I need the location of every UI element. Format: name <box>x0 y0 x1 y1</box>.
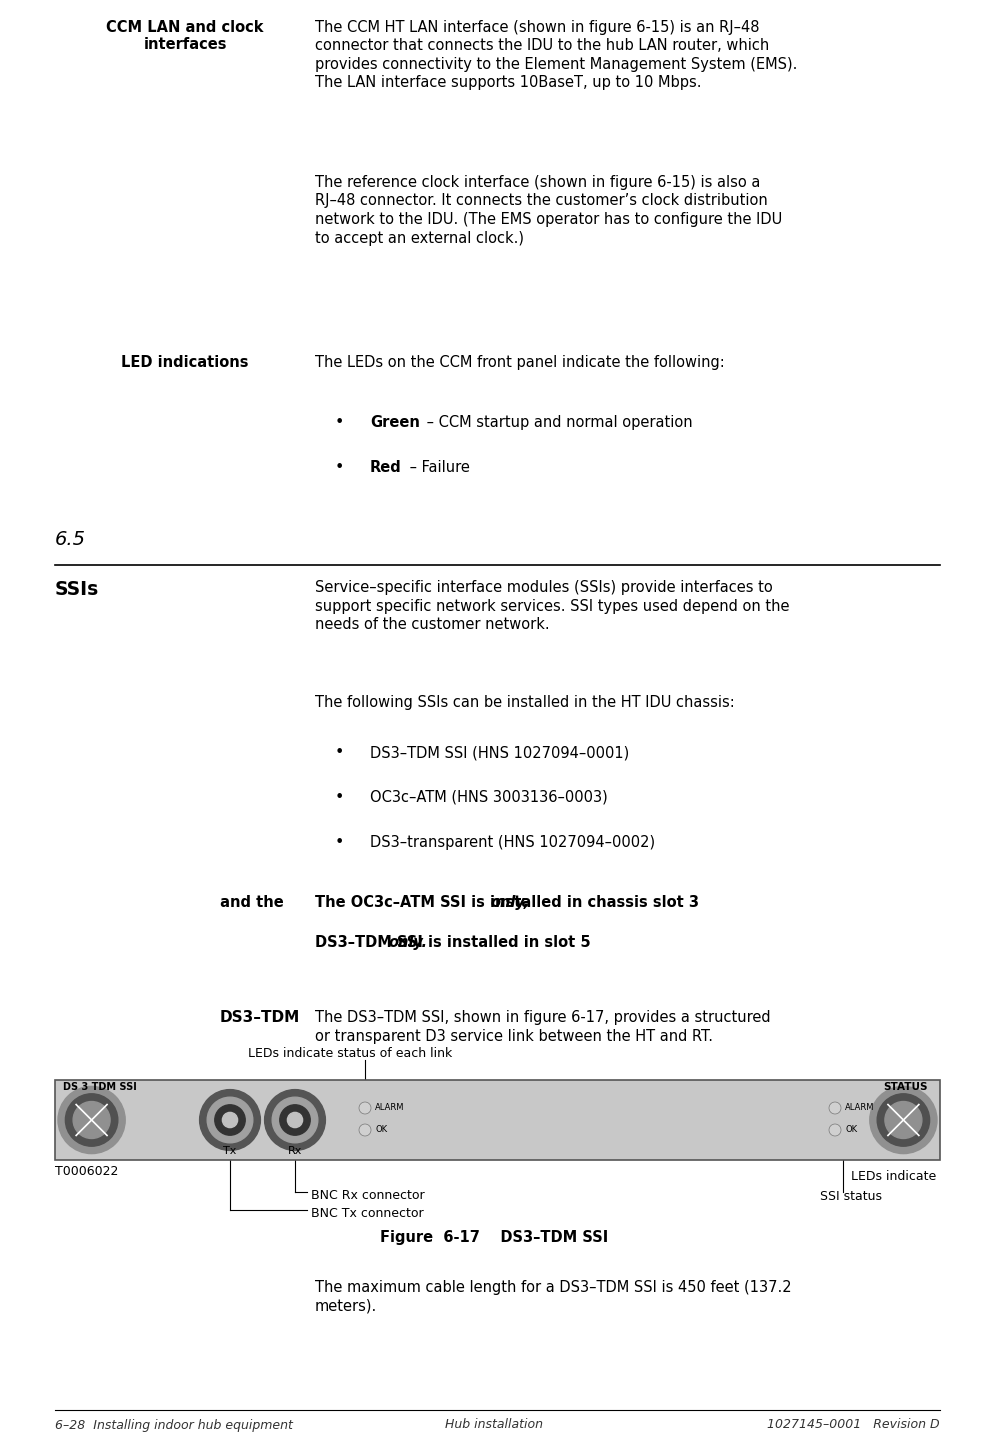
Text: Rx: Rx <box>288 1146 302 1156</box>
Text: •: • <box>335 460 345 475</box>
Text: CCM LAN and clock
interfaces: CCM LAN and clock interfaces <box>107 20 264 53</box>
Circle shape <box>877 1094 930 1146</box>
Text: •: • <box>335 415 345 430</box>
Text: DS3–TDM SSI (HNS 1027094–0001): DS3–TDM SSI (HNS 1027094–0001) <box>370 745 629 760</box>
Text: SSIs: SSIs <box>55 580 99 599</box>
Circle shape <box>58 1087 125 1154</box>
Circle shape <box>214 1106 245 1136</box>
Circle shape <box>359 1103 371 1114</box>
Text: The reference clock interface (shown in figure 6-15) is also a: The reference clock interface (shown in … <box>315 175 761 190</box>
Text: T0006022: T0006022 <box>55 1166 119 1179</box>
Circle shape <box>73 1101 110 1138</box>
Text: STATUS: STATUS <box>883 1083 928 1093</box>
Circle shape <box>869 1087 937 1154</box>
Circle shape <box>280 1106 310 1136</box>
Text: 6–28  Installing indoor hub equipment: 6–28 Installing indoor hub equipment <box>55 1419 292 1432</box>
Text: meters).: meters). <box>315 1299 377 1313</box>
Text: LEDs indicate: LEDs indicate <box>851 1170 937 1183</box>
Text: RJ–48 connector. It connects the customer’s clock distribution: RJ–48 connector. It connects the custome… <box>315 193 768 209</box>
Text: ALARM: ALARM <box>845 1104 874 1113</box>
Text: BNC Tx connector: BNC Tx connector <box>311 1207 424 1220</box>
Text: The OC3c–ATM SSI is installed in chassis slot 3: The OC3c–ATM SSI is installed in chassis… <box>315 895 704 909</box>
Text: – Failure: – Failure <box>405 460 470 475</box>
Text: The CCM HT LAN interface (shown in figure 6-15) is an RJ–48: The CCM HT LAN interface (shown in figur… <box>315 20 760 34</box>
Text: Tx: Tx <box>223 1146 237 1156</box>
Circle shape <box>265 1090 325 1150</box>
Text: Figure  6-17    DS3–TDM SSI: Figure 6-17 DS3–TDM SSI <box>379 1230 609 1244</box>
Text: DS3–transparent (HNS 1027094–0002): DS3–transparent (HNS 1027094–0002) <box>370 835 655 851</box>
Text: The following SSIs can be installed in the HT IDU chassis:: The following SSIs can be installed in t… <box>315 695 735 710</box>
Text: SSI status: SSI status <box>820 1190 882 1203</box>
Circle shape <box>359 1124 371 1136</box>
Text: The maximum cable length for a DS3–TDM SSI is 450 feet (137.2: The maximum cable length for a DS3–TDM S… <box>315 1280 791 1295</box>
Circle shape <box>222 1113 237 1127</box>
Text: OC3c–ATM (HNS 3003136–0003): OC3c–ATM (HNS 3003136–0003) <box>370 790 608 805</box>
Text: support specific network services. SSI types used depend on the: support specific network services. SSI t… <box>315 599 789 613</box>
Text: connector that connects the IDU to the hub LAN router, which: connector that connects the IDU to the h… <box>315 39 770 53</box>
Text: needs of the customer network.: needs of the customer network. <box>315 617 549 632</box>
Circle shape <box>273 1097 318 1143</box>
Text: Green: Green <box>370 415 420 430</box>
Circle shape <box>200 1090 261 1150</box>
Text: provides connectivity to the Element Management System (EMS).: provides connectivity to the Element Man… <box>315 57 797 72</box>
Text: to accept an external clock.): to accept an external clock.) <box>315 231 524 245</box>
Text: Red: Red <box>370 460 402 475</box>
Text: The LEDs on the CCM front panel indicate the following:: The LEDs on the CCM front panel indicate… <box>315 355 725 369</box>
Text: ALARM: ALARM <box>375 1104 404 1113</box>
Text: Hub installation: Hub installation <box>445 1419 543 1432</box>
Text: LEDs indicate status of each link: LEDs indicate status of each link <box>248 1047 453 1060</box>
Circle shape <box>288 1113 302 1127</box>
Text: OK: OK <box>845 1126 858 1134</box>
Text: and the: and the <box>215 895 284 909</box>
Text: •: • <box>335 790 345 805</box>
Text: •: • <box>335 835 345 851</box>
Text: DS3–TDM: DS3–TDM <box>219 1010 300 1025</box>
Text: •: • <box>335 745 345 760</box>
Text: only.: only. <box>388 935 427 949</box>
Text: or transparent D3 service link between the HT and RT.: or transparent D3 service link between t… <box>315 1028 713 1044</box>
Circle shape <box>829 1124 841 1136</box>
Circle shape <box>207 1097 253 1143</box>
Circle shape <box>829 1103 841 1114</box>
Text: LED indications: LED indications <box>122 355 249 369</box>
Text: 6.5: 6.5 <box>55 530 86 548</box>
Text: BNC Rx connector: BNC Rx connector <box>311 1189 425 1201</box>
Text: Service–specific interface modules (SSIs) provide interfaces to: Service–specific interface modules (SSIs… <box>315 580 773 596</box>
Text: DS 3 TDM SSI: DS 3 TDM SSI <box>63 1083 136 1093</box>
Text: OK: OK <box>375 1126 387 1134</box>
Circle shape <box>885 1101 922 1138</box>
FancyBboxPatch shape <box>55 1080 940 1160</box>
Text: The DS3–TDM SSI, shown in figure 6-17, provides a structured: The DS3–TDM SSI, shown in figure 6-17, p… <box>315 1010 771 1025</box>
Text: – CCM startup and normal operation: – CCM startup and normal operation <box>422 415 693 430</box>
Text: network to the IDU. (The EMS operator has to configure the IDU: network to the IDU. (The EMS operator ha… <box>315 212 782 228</box>
Text: 1027145–0001   Revision D: 1027145–0001 Revision D <box>768 1419 940 1432</box>
Text: The LAN interface supports 10BaseT, up to 10 Mbps.: The LAN interface supports 10BaseT, up t… <box>315 76 701 90</box>
Circle shape <box>65 1094 118 1146</box>
Text: DS3–TDM SSI is installed in slot 5: DS3–TDM SSI is installed in slot 5 <box>315 935 596 949</box>
Text: only,: only, <box>490 895 530 909</box>
